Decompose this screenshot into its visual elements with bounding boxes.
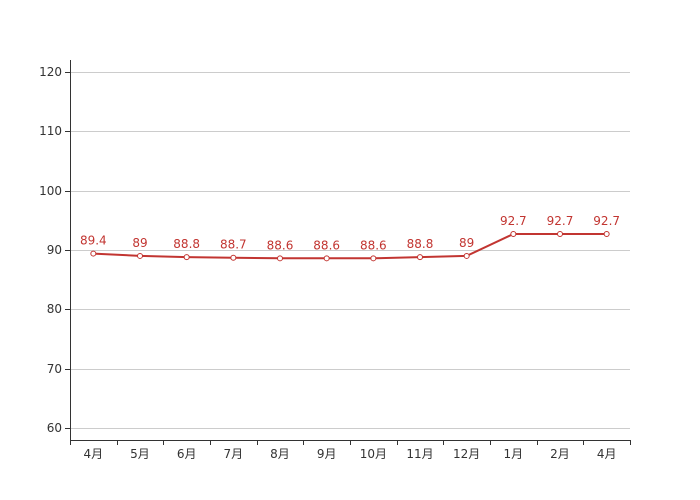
- data-point: [90, 250, 97, 257]
- data-label: 88.6: [360, 238, 387, 252]
- x-tick-label: 4月: [597, 447, 617, 461]
- data-point: [557, 230, 563, 237]
- y-tick-label: 90: [47, 243, 62, 257]
- x-tick-label: 10月: [360, 447, 387, 461]
- series-line: [93, 233, 607, 260]
- data-point: [463, 252, 470, 259]
- x-tick-label: 7月: [224, 447, 244, 461]
- data-label: 89.4: [80, 234, 107, 248]
- data-label: 92.7: [500, 214, 527, 228]
- data-label: 88.8: [407, 237, 434, 251]
- x-tick-label: 8月: [270, 447, 290, 461]
- data-point: [183, 254, 190, 261]
- y-tick-label: 110: [39, 124, 62, 138]
- x-tick-label: 4月: [84, 447, 104, 461]
- x-tick-label: 2月: [550, 447, 570, 461]
- data-label: 88.7: [220, 238, 247, 252]
- data-point: [137, 252, 143, 259]
- y-tick-label: 70: [47, 362, 62, 376]
- y-tick-label: 120: [39, 65, 62, 79]
- x-tick-label: 6月: [177, 447, 197, 461]
- x-tick-label: 5月: [130, 447, 150, 461]
- data-label: 88.8: [173, 237, 200, 251]
- data-label: 89: [459, 236, 474, 250]
- data-point: [417, 254, 423, 261]
- data-point: [603, 230, 610, 237]
- y-tick-label: 100: [39, 184, 62, 198]
- x-tick-label: 11月: [406, 447, 433, 461]
- data-label: 88.6: [313, 238, 340, 252]
- data-point: [277, 255, 283, 262]
- data-label: 92.7: [593, 214, 620, 228]
- data-point: [510, 230, 517, 237]
- y-tick-label: 80: [47, 302, 62, 316]
- data-point: [323, 255, 330, 262]
- x-tick-label: 12月: [453, 447, 480, 461]
- data-label: 92.7: [547, 214, 574, 228]
- x-tick-label: 9月: [317, 447, 337, 461]
- data-label: 89: [132, 236, 147, 250]
- y-tick-label: 60: [47, 421, 62, 435]
- data-point: [230, 254, 237, 261]
- data-label: 88.6: [267, 238, 294, 252]
- data-point: [370, 255, 377, 262]
- x-tick-label: 1月: [504, 447, 524, 461]
